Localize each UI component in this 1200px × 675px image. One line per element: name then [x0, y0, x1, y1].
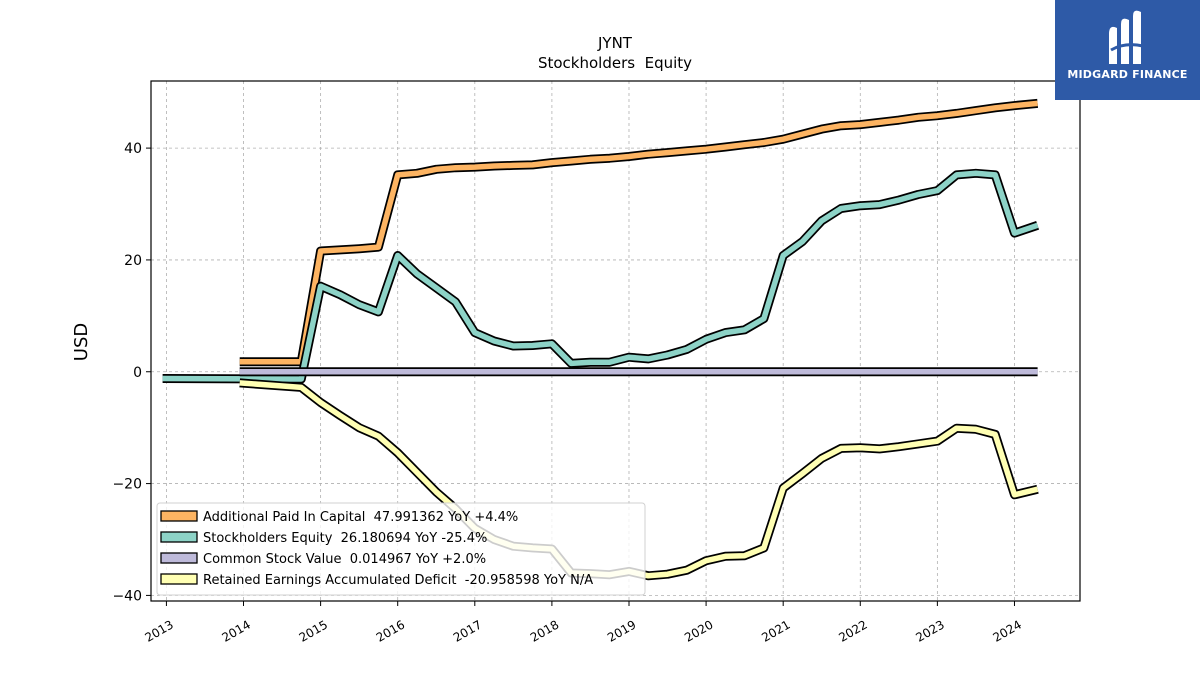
x-tick-label: 2024	[991, 617, 1024, 644]
y-tick-label: 20	[124, 253, 142, 269]
brand-logo: MIDGARD FINANCE	[1055, 0, 1200, 100]
x-tick-label: 2018	[528, 617, 561, 644]
legend-label: Stockholders Equity 26.180694 YoY -25.4%	[203, 531, 487, 546]
x-tick-label: 2013	[142, 617, 175, 644]
x-tick-label: 2022	[836, 617, 869, 644]
series-group	[162, 98, 1040, 581]
legend-swatch	[160, 510, 198, 522]
x-tick-label: 2015	[297, 617, 330, 644]
series-line-0	[239, 100, 1038, 365]
legend: Additional Paid In Capital 47.991362 YoY…	[156, 502, 646, 596]
chart-subtitle: Stockholders Equity	[538, 54, 692, 72]
y-tick-label: −20	[112, 477, 142, 493]
x-tick-label: 2023	[913, 617, 946, 644]
midgard-logo-icon	[1109, 10, 1144, 65]
y-tick-label: 40	[124, 141, 142, 157]
legend-swatch	[160, 552, 198, 564]
legend-swatch	[160, 573, 198, 585]
y-tick-label: −40	[112, 588, 142, 604]
legend-box	[156, 502, 646, 596]
y-axis-label: USD	[71, 323, 92, 361]
series-outline-1	[162, 168, 1040, 384]
legend-label: Retained Earnings Accumulated Deficit -2…	[203, 573, 593, 588]
legend-label: Additional Paid In Capital 47.991362 YoY…	[203, 510, 518, 525]
series-line-3	[239, 380, 1039, 579]
legend-label: Common Stock Value 0.014967 YoY +2.0%	[203, 552, 486, 567]
x-tick-label: 2020	[682, 617, 715, 644]
brand-name: MIDGARD FINANCE	[1067, 68, 1188, 81]
y-tick-label: 0	[133, 365, 142, 381]
series-outline-0	[239, 98, 1039, 367]
x-tick-label: 2021	[759, 617, 792, 644]
series-line-1	[162, 170, 1039, 382]
x-tick-label: 2014	[220, 617, 253, 644]
plot-frame	[150, 80, 1081, 602]
chart-title: JYNT	[597, 34, 633, 52]
legend-swatch	[160, 531, 198, 543]
x-tick-label: 2017	[451, 617, 484, 644]
x-tick-label: 2016	[374, 617, 407, 644]
x-tick-label: 2019	[605, 617, 638, 644]
